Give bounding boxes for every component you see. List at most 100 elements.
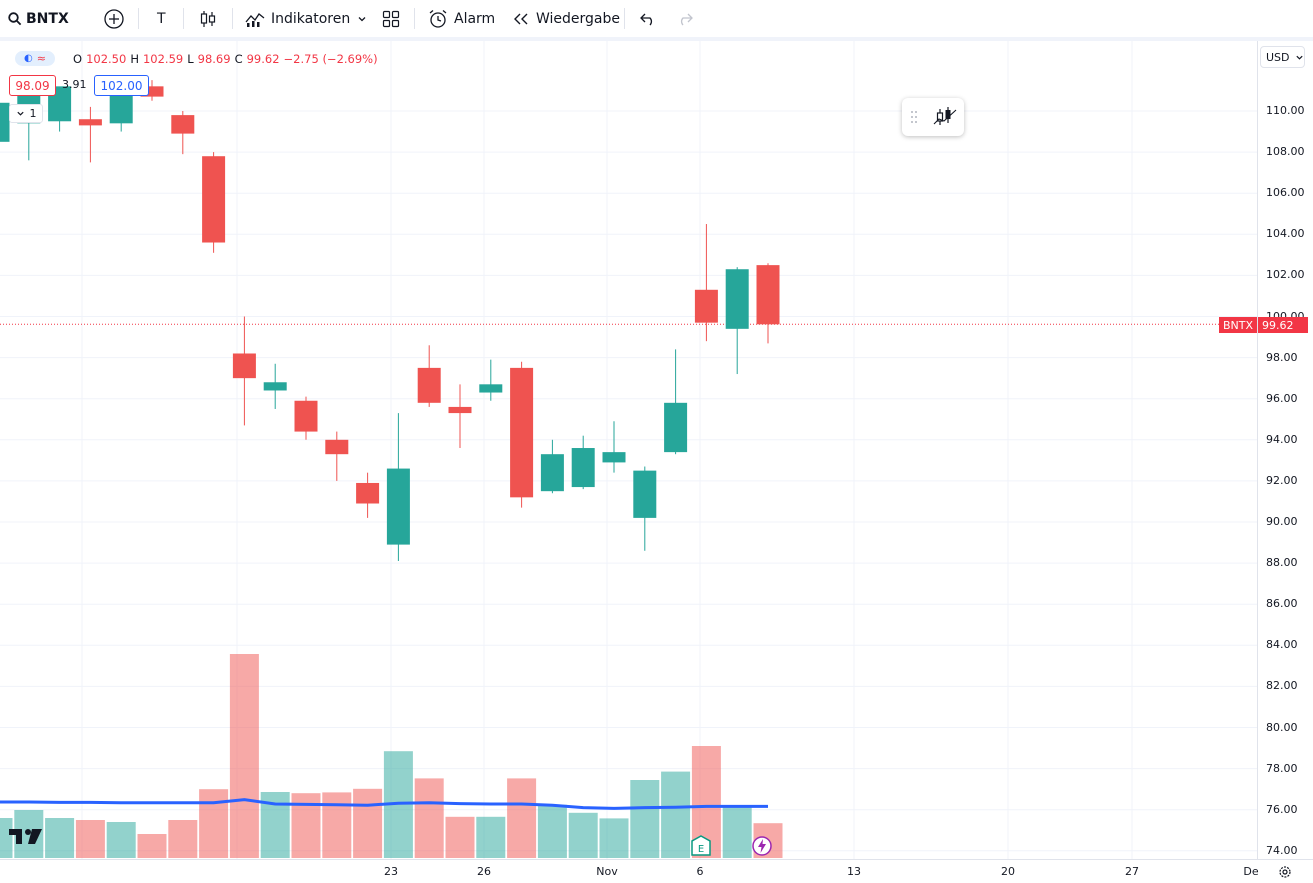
time-scale[interactable]: 23 26 Nov 6 13 20 27 De (0, 859, 1313, 883)
volume-bar (75, 820, 105, 858)
candle[interactable] (171, 111, 195, 155)
candle-body (0, 102, 10, 142)
candle[interactable] (232, 316, 256, 426)
interval-button[interactable]: T (157, 0, 166, 37)
drag-handle-icon[interactable] (902, 98, 964, 136)
candle-body (479, 384, 503, 393)
redo-icon (680, 13, 693, 25)
earnings-marker[interactable]: E (690, 835, 712, 857)
candle[interactable] (633, 466, 657, 551)
candle[interactable] (386, 413, 410, 562)
candle-body (109, 90, 133, 124)
candle[interactable] (725, 267, 749, 375)
price-label: 88.00 (1266, 556, 1298, 570)
candle-body (664, 402, 688, 453)
candles-icon (200, 10, 216, 27)
volume-bar (168, 820, 198, 858)
candles-icon[interactable] (932, 104, 958, 130)
candle-body (540, 454, 564, 492)
indicators-button[interactable]: Indikatoren (245, 0, 350, 37)
time-label: Nov (596, 865, 618, 878)
top-toolbar: BNTX T Indikatoren Alarm Wiedergabe (0, 0, 1313, 41)
chart-pane[interactable] (0, 41, 1257, 859)
dividend-marker[interactable] (751, 835, 773, 857)
volume-bar (137, 834, 167, 858)
price-label: 102.00 (1266, 268, 1305, 282)
symbol-search[interactable]: BNTX (8, 0, 69, 37)
lightning-icon (752, 836, 772, 856)
layout-button[interactable] (382, 0, 400, 37)
volume-bar (476, 816, 506, 858)
buy-price-button[interactable]: 102.00 (94, 75, 149, 96)
chart-type-button[interactable] (200, 0, 216, 37)
time-label: 13 (847, 865, 861, 878)
price-label: 108.00 (1266, 145, 1305, 159)
compare-symbol-button[interactable] (103, 0, 125, 37)
candle[interactable] (17, 86, 41, 161)
floating-chart-toolbar[interactable] (902, 98, 964, 136)
candle-body (510, 367, 534, 498)
last-symbol: BNTX (1223, 318, 1254, 332)
candle[interactable] (479, 359, 503, 401)
time-label: 6 (696, 865, 704, 878)
candle-body (386, 468, 410, 545)
sell-price-button[interactable]: 98.09 (9, 75, 56, 96)
indicators-dropdown[interactable] (357, 0, 367, 37)
close-label: C (234, 51, 243, 66)
candle[interactable] (448, 384, 472, 449)
candle[interactable] (510, 361, 534, 508)
candle[interactable] (417, 345, 441, 407)
candle-body (417, 367, 441, 403)
price-label: 84.00 (1266, 638, 1298, 652)
candle[interactable] (664, 349, 688, 455)
visibility-toggle[interactable]: ◐ ≈ (15, 51, 55, 66)
last-symbol-tag: BNTX (1219, 317, 1258, 333)
alert-button[interactable]: Alarm (428, 0, 495, 37)
candle[interactable] (202, 152, 226, 253)
undo-button[interactable] (639, 0, 657, 37)
price-scale[interactable]: 110.00 108.00 106.00 104.00 102.00 100.00 98.0… (1257, 41, 1313, 859)
volume-bar (722, 806, 752, 858)
add-circle-icon (104, 8, 124, 29)
candle[interactable] (263, 363, 287, 409)
earnings-icon: E (691, 835, 711, 856)
candle-body (571, 448, 595, 488)
time-label: 23 (384, 865, 398, 878)
candle[interactable] (540, 439, 564, 494)
candle[interactable] (78, 106, 102, 163)
toolbar-divider (183, 8, 184, 29)
candle[interactable] (694, 224, 718, 342)
candlestick-chart[interactable] (0, 41, 1257, 859)
search-icon (8, 11, 22, 25)
candle-body (756, 265, 780, 325)
candle-body (263, 382, 287, 391)
last-price: 99.62 (1262, 318, 1294, 332)
indicators-icon (245, 12, 265, 27)
redo-button[interactable] (676, 0, 694, 37)
replay-button[interactable]: Wiedergabe (512, 0, 620, 37)
legend: ◐ ≈ O 102.50 H 102.59 L 98.69 C 99.62 −2.75 … (15, 51, 378, 66)
tradingview-logo (9, 829, 42, 844)
buy-price: 102.00 (100, 78, 143, 93)
high-value: 102.59 (142, 51, 184, 66)
candle[interactable] (325, 431, 349, 481)
price-label: 76.00 (1266, 802, 1298, 816)
volume-bar (322, 792, 352, 858)
candle-body (602, 452, 626, 463)
candle[interactable] (0, 101, 10, 173)
open-value: 102.50 (86, 51, 127, 66)
price-label: 92.00 (1266, 473, 1298, 487)
volume-bar (507, 778, 537, 858)
candle[interactable] (756, 263, 780, 344)
candle[interactable] (294, 396, 318, 440)
candle[interactable] (571, 435, 595, 490)
candle-body (202, 156, 226, 243)
candle[interactable] (140, 80, 164, 101)
settings-gear-icon[interactable] (1278, 865, 1292, 879)
volume-bar (45, 818, 75, 858)
candle[interactable] (356, 472, 380, 518)
quantity-selector[interactable]: 1 (9, 104, 43, 123)
candle-body (140, 86, 164, 97)
currency-button[interactable]: USD (1260, 46, 1305, 68)
candle[interactable] (602, 421, 626, 473)
